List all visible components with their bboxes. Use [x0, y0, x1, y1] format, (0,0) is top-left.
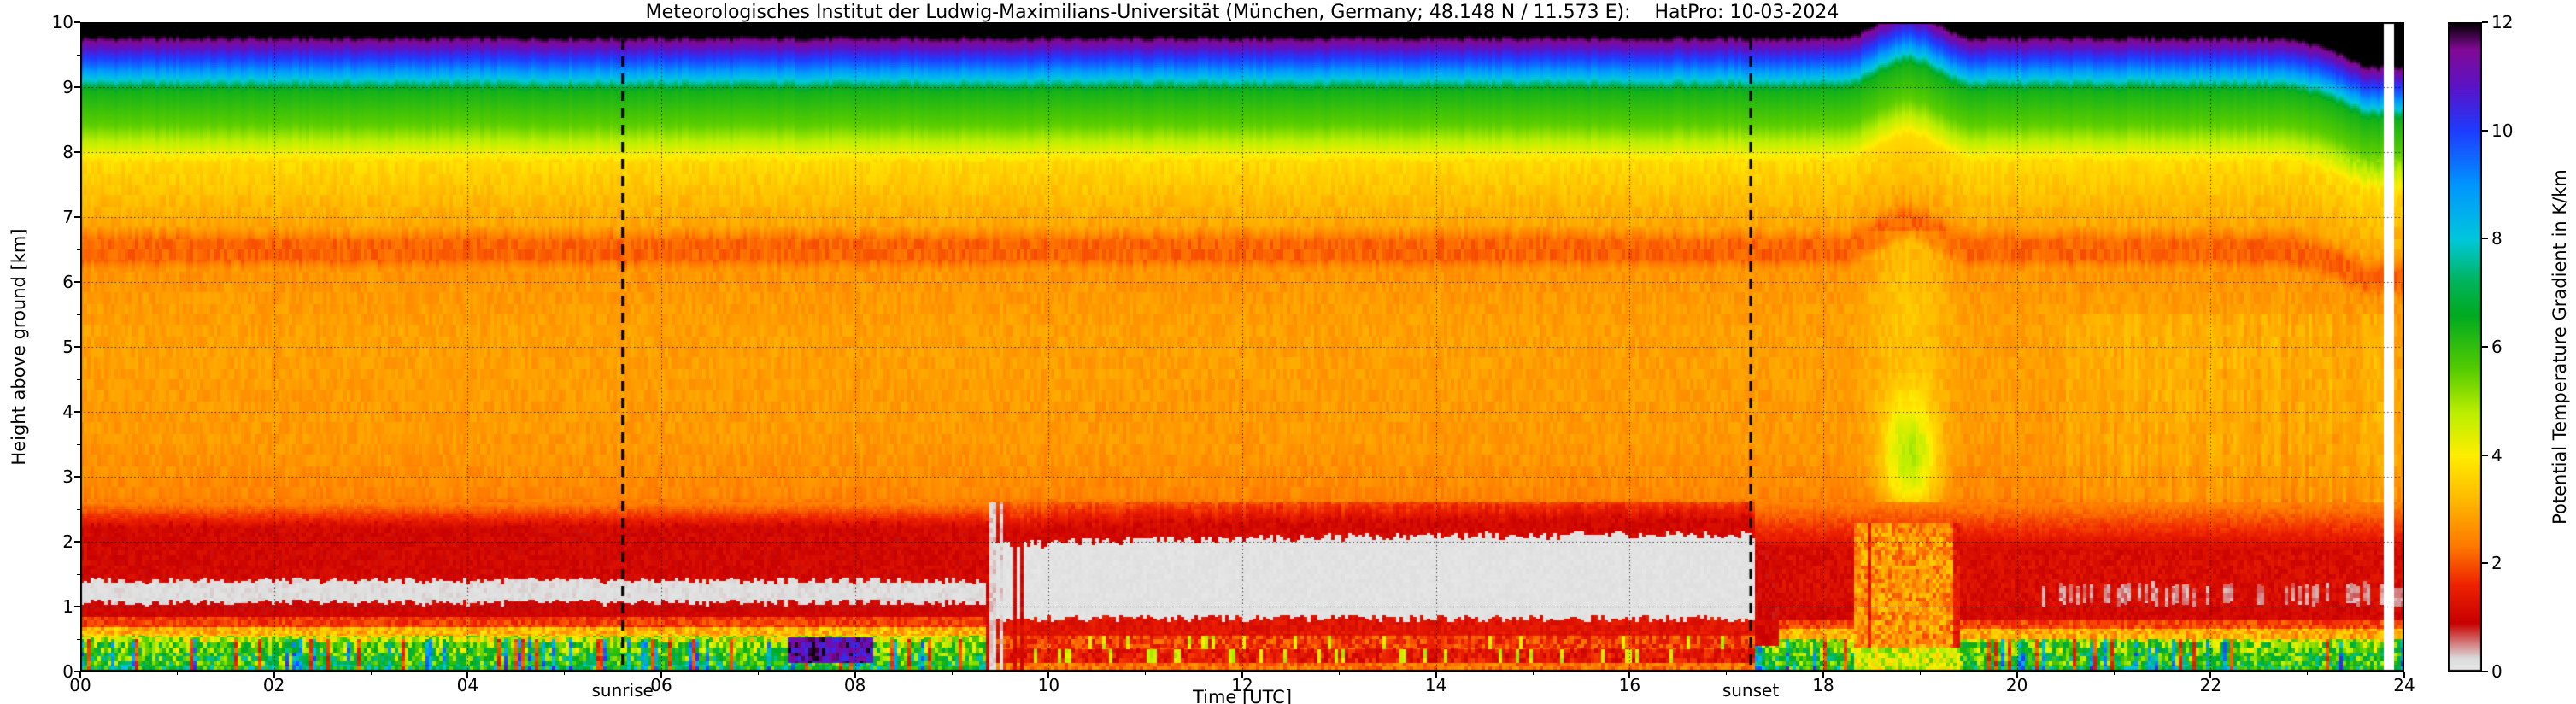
colorbar-tick-label: 4	[2491, 444, 2503, 466]
colorbar-canvas	[2448, 22, 2482, 672]
y-tick-label: 6	[62, 272, 73, 292]
x-tick-label: 20	[2005, 675, 2028, 695]
colorbar-tick-mark	[2482, 671, 2488, 672]
y-minor-tick-mark	[77, 314, 80, 315]
y-tick-mark	[74, 411, 80, 413]
x-tick-mark	[854, 672, 856, 678]
x-tick-label: 12	[1231, 675, 1253, 695]
sunrise-annotation: sunrise	[591, 680, 654, 701]
x-tick-label: 04	[456, 675, 479, 695]
x-tick-mark	[466, 672, 469, 678]
plot-area	[80, 22, 2404, 672]
x-tick-label: 22	[2199, 675, 2222, 695]
colorbar-tick-label: 12	[2491, 12, 2514, 32]
y-tick-label: 3	[62, 466, 73, 487]
y-tick-mark	[74, 151, 80, 153]
y-tick-mark	[74, 476, 80, 478]
colorbar-tick-mark	[2482, 238, 2488, 240]
y-tick-label: 2	[62, 531, 73, 552]
colorbar-tick-label: 10	[2491, 120, 2514, 141]
x-tick-label: 08	[843, 675, 866, 695]
x-tick-mark	[2209, 672, 2212, 678]
x-minor-tick-mark	[951, 672, 953, 675]
x-minor-tick-mark	[1532, 672, 1534, 675]
colorbar-tick-mark	[2482, 129, 2488, 132]
y-axis-label: Height above ground [km]	[9, 228, 29, 466]
x-tick-mark	[1822, 672, 1824, 678]
y-tick-label: 4	[62, 402, 73, 422]
y-tick-mark	[74, 541, 80, 543]
y-tick-label: 1	[62, 596, 73, 617]
x-tick-mark	[1628, 672, 1631, 678]
y-minor-tick-mark	[77, 443, 80, 445]
x-tick-label: 10	[1037, 675, 1060, 695]
colorbar-label: Potential Temperature Gradient in K/km	[2550, 169, 2570, 525]
y-tick-label: 8	[62, 142, 73, 162]
x-tick-label: 18	[1812, 675, 1834, 695]
x-tick-mark	[1241, 672, 1243, 678]
chart-title: Meteorologisches Institut der Ludwig-Max…	[645, 2, 1840, 23]
x-minor-tick-mark	[2113, 672, 2115, 675]
y-tick-label: 10	[51, 12, 73, 32]
x-tick-label: 16	[1618, 675, 1641, 695]
y-tick-mark	[74, 606, 80, 607]
y-tick-mark	[74, 671, 80, 672]
y-minor-tick-mark	[77, 573, 80, 575]
x-minor-tick-mark	[1919, 672, 1921, 675]
x-tick-label: 02	[262, 675, 285, 695]
colorbar-tick-mark	[2482, 454, 2488, 456]
x-tick-mark	[1435, 672, 1437, 678]
x-tick-mark	[273, 672, 275, 678]
colorbar-tick-mark	[2482, 21, 2488, 23]
y-tick-label: 7	[62, 207, 73, 227]
y-tick-mark	[74, 86, 80, 88]
y-tick-label: 9	[62, 77, 73, 97]
x-axis-label: Time [UTC]	[1192, 687, 1293, 704]
x-tick-label: 14	[1424, 675, 1447, 695]
y-tick-mark	[74, 346, 80, 348]
y-minor-tick-mark	[77, 378, 80, 380]
colorbar-tick-mark	[2482, 346, 2488, 348]
sunset-annotation: sunset	[1722, 680, 1780, 701]
x-tick-label: 06	[650, 675, 672, 695]
x-minor-tick-mark	[1145, 672, 1147, 675]
y-minor-tick-mark	[77, 508, 80, 510]
x-tick-mark	[79, 672, 81, 678]
x-tick-label: 00	[69, 675, 91, 695]
x-tick-mark	[2403, 672, 2405, 678]
y-tick-mark	[74, 281, 80, 283]
x-minor-tick-mark	[564, 672, 566, 675]
colorbar-tick-mark	[2482, 562, 2488, 565]
y-tick-mark	[74, 21, 80, 23]
y-tick-label: 5	[62, 337, 73, 357]
y-tick-mark	[74, 216, 80, 218]
y-tick-label: 0	[62, 661, 73, 682]
y-minor-tick-mark	[77, 54, 80, 56]
colorbar-tick-label: 8	[2491, 228, 2503, 249]
x-minor-tick-mark	[1726, 672, 1728, 675]
x-minor-tick-mark	[757, 672, 759, 675]
colorbar-tick-label: 0	[2491, 661, 2503, 682]
colorbar-tick-label: 6	[2491, 337, 2503, 357]
y-minor-tick-mark	[77, 249, 80, 250]
plot-overlay-canvas	[80, 22, 2404, 672]
x-tick-mark	[1047, 672, 1050, 678]
x-tick-label: 24	[2393, 675, 2415, 695]
colorbar-tick-label: 2	[2491, 553, 2503, 574]
x-minor-tick-mark	[370, 672, 372, 675]
x-minor-tick-mark	[1338, 672, 1340, 675]
x-minor-tick-mark	[2307, 672, 2309, 675]
x-tick-mark	[2016, 672, 2018, 678]
colorbar	[2448, 22, 2482, 672]
y-minor-tick-mark	[77, 638, 80, 640]
x-tick-mark	[660, 672, 662, 678]
x-minor-tick-mark	[176, 672, 178, 675]
